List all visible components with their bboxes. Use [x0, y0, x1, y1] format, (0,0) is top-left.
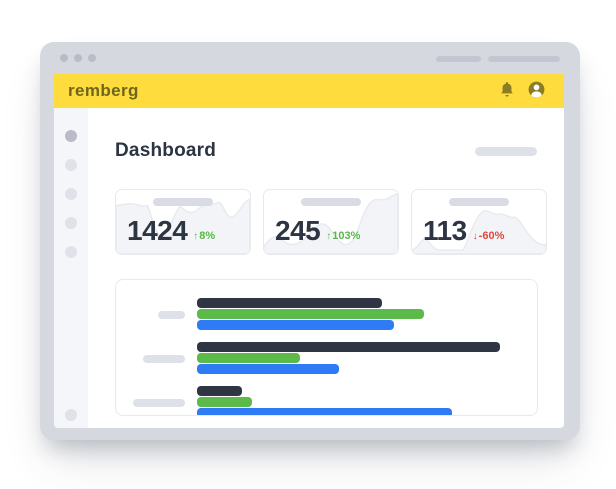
window-controls: [60, 54, 96, 62]
bar-green: [197, 309, 425, 319]
stat-card: 1424 ↑ 8%: [115, 189, 251, 255]
user-account-button[interactable]: [526, 81, 546, 101]
titlebar-pill: [488, 56, 560, 63]
bar-label-placeholder: [158, 310, 185, 319]
page-title: Dashboard: [115, 140, 217, 161]
stat-delta: ↑ 8%: [193, 230, 216, 242]
main-area: Dashboard 1424 ↑ 8%: [88, 108, 564, 428]
stat-delta: ↑ 103%: [326, 230, 361, 242]
sidebar-bottom-dot[interactable]: [65, 409, 77, 421]
stat-title-placeholder: [153, 198, 213, 206]
stat-card: 113 ↓ -60%: [411, 189, 547, 255]
sparkline-chart: [116, 197, 250, 254]
user-icon: [527, 80, 546, 102]
app-header: remberg: [54, 74, 564, 108]
bar-dark: [197, 298, 382, 308]
header-action-pill[interactable]: [475, 146, 537, 156]
bar-group: [116, 298, 537, 331]
stat-delta: ↓ -60%: [472, 230, 505, 242]
arrow-up-icon: ↑: [193, 231, 199, 242]
sparkline-chart: [264, 192, 398, 254]
stat-value: 245: [275, 215, 321, 246]
sidebar-nav-dot[interactable]: [65, 130, 77, 142]
bar-green: [197, 353, 301, 363]
arrow-up-icon: ↑: [326, 231, 332, 242]
window-control-dot[interactable]: [74, 54, 82, 62]
stat-card: 245 ↑ 103%: [263, 189, 399, 255]
bar-group: [116, 342, 537, 375]
titlebar-pill: [436, 56, 481, 63]
sidebar-nav-dot[interactable]: [65, 217, 77, 229]
remberg-logo: remberg: [68, 81, 139, 100]
bar-blue: [197, 408, 452, 415]
titlebar-placeholder-pills: [436, 56, 560, 63]
sidebar-nav-dot[interactable]: [65, 188, 77, 200]
stat-title-placeholder: [449, 198, 509, 206]
sidebar-nav-dot[interactable]: [65, 246, 77, 258]
notifications-button[interactable]: [497, 81, 517, 101]
bar-green: [197, 397, 252, 407]
horizontal-bar-chart: [115, 279, 538, 416]
bell-icon: [499, 81, 515, 101]
window-titlebar: [40, 42, 580, 74]
sidebar: [54, 108, 88, 428]
bar-group: [116, 386, 537, 415]
bar-dark: [197, 342, 500, 352]
stat-value: 113: [423, 215, 467, 246]
bar-blue: [197, 364, 340, 374]
bar-label-placeholder: [143, 354, 185, 363]
bar-label-placeholder: [133, 398, 185, 407]
sparkline-chart: [412, 210, 546, 254]
sidebar-nav-dot[interactable]: [65, 159, 77, 171]
stat-cards-row: 1424 ↑ 8% 245 ↑ 103%: [115, 189, 564, 255]
bar-blue: [197, 320, 394, 330]
stat-value: 1424: [127, 215, 188, 246]
window-control-dot[interactable]: [88, 54, 96, 62]
window-control-dot[interactable]: [60, 54, 68, 62]
app-content: remberg: [54, 74, 564, 428]
arrow-down-icon: ↓: [472, 231, 478, 242]
stat-title-placeholder: [301, 198, 361, 206]
bar-dark: [197, 386, 243, 396]
browser-window: remberg: [40, 42, 580, 440]
